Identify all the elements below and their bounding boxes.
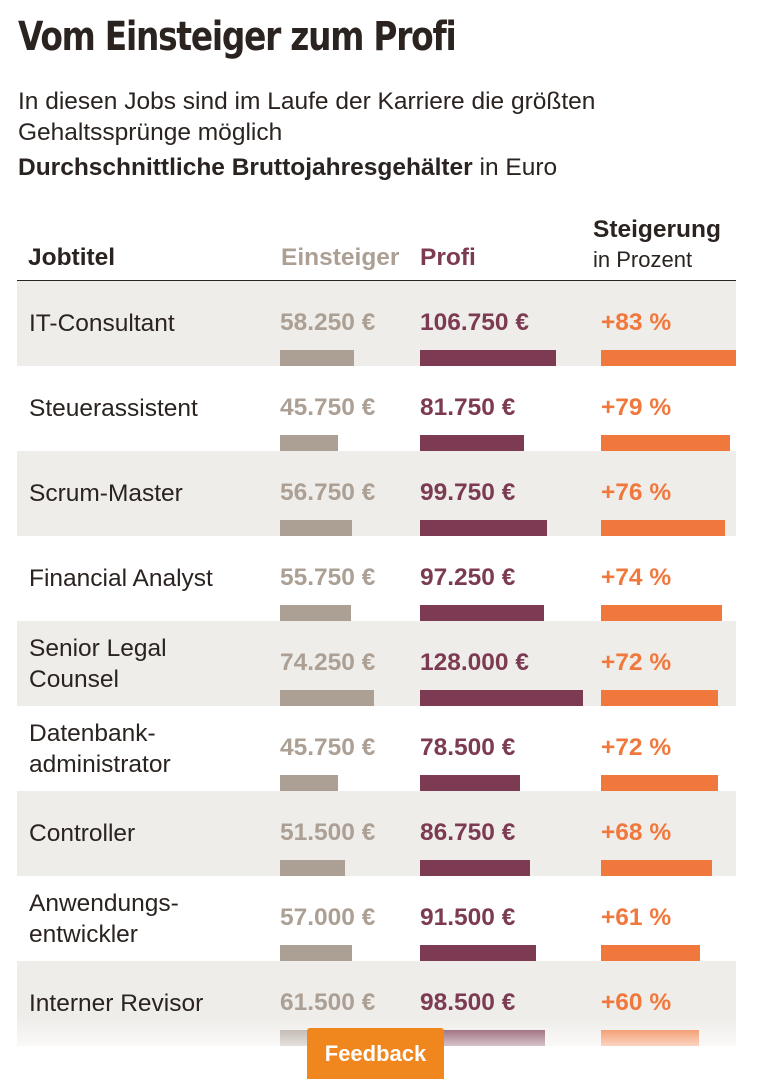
steigerung-bar bbox=[601, 860, 712, 876]
chart-title: Vom Einsteiger zum Profi bbox=[18, 14, 457, 60]
steigerung-value: +79 % bbox=[601, 394, 672, 421]
steigerung-value: +76 % bbox=[601, 479, 672, 506]
einsteiger-value: 58.250 € bbox=[280, 309, 376, 336]
chart-subtitle: In diesen Jobs sind im Laufe der Karrier… bbox=[18, 88, 596, 146]
einsteiger-value: 57.000 € bbox=[280, 904, 376, 931]
steigerung-value: +83 % bbox=[601, 309, 672, 336]
table-row: Scrum-Master 56.750 € 99.750 € +76 % bbox=[17, 451, 736, 536]
header-divider bbox=[17, 280, 736, 282]
feedback-button[interactable]: Feedback bbox=[307, 1028, 444, 1079]
job-title: Steuerassistent bbox=[29, 395, 198, 422]
profi-bar bbox=[420, 775, 520, 791]
job-title: Controller bbox=[29, 820, 136, 847]
einsteiger-value: 55.750 € bbox=[280, 564, 376, 591]
table-row: Senior Legal Counsel 74.250 € 128.000 € +72… bbox=[17, 621, 736, 706]
column-header-einsteiger: Einsteiger bbox=[281, 244, 400, 271]
table-row: Controller 51.500 € 86.750 € +68 % bbox=[17, 791, 736, 876]
steigerung-bar bbox=[601, 945, 700, 961]
einsteiger-value: 45.750 € bbox=[280, 394, 376, 421]
table-row: Steuerassistent 45.750 € 81.750 € +79 % bbox=[17, 366, 736, 451]
caption-bold: Durchschnittliche Bruttojahresgehälter bbox=[18, 154, 473, 181]
profi-value: 91.500 € bbox=[420, 904, 516, 931]
profi-value: 106.750 € bbox=[420, 309, 529, 336]
job-title: Scrum-Master bbox=[29, 480, 183, 507]
job-title: Senior Legal Counsel bbox=[29, 634, 167, 693]
einsteiger-value: 56.750 € bbox=[280, 479, 376, 506]
steigerung-bar bbox=[601, 690, 718, 706]
einsteiger-bar bbox=[280, 860, 345, 876]
einsteiger-bar bbox=[280, 945, 352, 961]
profi-bar bbox=[420, 520, 547, 536]
profi-bar bbox=[420, 690, 583, 706]
table-row: Datenbank- administrator 45.750 € 78.500 €… bbox=[17, 706, 736, 791]
steigerung-value: +72 % bbox=[601, 734, 672, 761]
einsteiger-value: 74.250 € bbox=[280, 649, 376, 676]
profi-value: 98.500 € bbox=[420, 989, 516, 1016]
profi-bar bbox=[420, 350, 556, 366]
job-title: IT-Consultant bbox=[29, 310, 175, 337]
job-title: Interner Revisor bbox=[29, 990, 204, 1017]
einsteiger-bar bbox=[280, 690, 374, 706]
profi-value: 81.750 € bbox=[420, 394, 516, 421]
steigerung-bar bbox=[601, 350, 736, 366]
job-title: Datenbank- administrator bbox=[29, 719, 171, 778]
steigerung-value: +60 % bbox=[601, 989, 672, 1016]
steigerung-value: +74 % bbox=[601, 564, 672, 591]
column-header-steigerung-unit: in Prozent bbox=[593, 247, 693, 272]
einsteiger-value: 61.500 € bbox=[280, 989, 376, 1016]
column-header-steigerung: Steigerung bbox=[593, 216, 721, 243]
einsteiger-value: 45.750 € bbox=[280, 734, 376, 761]
profi-value: 99.750 € bbox=[420, 479, 516, 506]
einsteiger-bar bbox=[280, 435, 338, 451]
profi-bar bbox=[420, 860, 530, 876]
einsteiger-bar bbox=[280, 350, 354, 366]
steigerung-value: +68 % bbox=[601, 819, 672, 846]
column-header-profi: Profi bbox=[420, 244, 476, 271]
profi-value: 86.750 € bbox=[420, 819, 516, 846]
profi-bar bbox=[420, 945, 536, 961]
profi-bar bbox=[420, 605, 544, 621]
table-row: Financial Analyst 55.750 € 97.250 € +74 % bbox=[17, 536, 736, 621]
column-header-jobtitel: Jobtitel bbox=[28, 244, 116, 271]
profi-value: 78.500 € bbox=[420, 734, 516, 761]
steigerung-value: +72 % bbox=[601, 649, 672, 676]
profi-value: 97.250 € bbox=[420, 564, 516, 591]
einsteiger-bar bbox=[280, 775, 338, 791]
steigerung-bar bbox=[601, 520, 725, 536]
chart-caption: Durchschnittliche Bruttojahresgehälter i… bbox=[18, 152, 557, 183]
caption-unit: in Euro bbox=[472, 154, 558, 181]
profi-value: 128.000 € bbox=[420, 649, 529, 676]
job-title: Anwendungs- entwickler bbox=[29, 889, 179, 948]
job-title: Financial Analyst bbox=[29, 565, 213, 592]
steigerung-value: +61 % bbox=[601, 904, 672, 931]
profi-bar bbox=[420, 435, 524, 451]
steigerung-bar bbox=[601, 775, 718, 791]
einsteiger-value: 51.500 € bbox=[280, 819, 376, 846]
table-row: Anwendungs- entwickler 57.000 € 91.500 € +6… bbox=[17, 876, 736, 961]
steigerung-bar bbox=[601, 605, 722, 621]
einsteiger-bar bbox=[280, 605, 351, 621]
table-row: IT-Consultant 58.250 € 106.750 € +83 % bbox=[17, 281, 736, 366]
einsteiger-bar bbox=[280, 520, 352, 536]
steigerung-bar bbox=[601, 435, 730, 451]
